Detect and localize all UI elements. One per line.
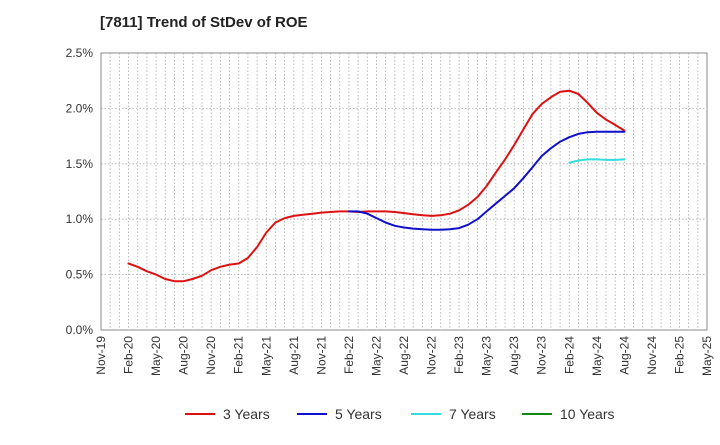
- x-tick-label: May-22: [369, 336, 383, 376]
- y-tick-label: 0.5%: [66, 268, 94, 282]
- legend-label: 3 Years: [223, 406, 270, 422]
- y-tick-label: 1.5%: [66, 157, 94, 171]
- x-tick-label: Nov-23: [535, 336, 549, 375]
- series-line-3-years: [127, 89, 626, 283]
- x-tick-label: Feb-25: [672, 336, 686, 374]
- x-tick-label: Feb-23: [452, 336, 466, 374]
- x-tick-label: Feb-22: [342, 336, 356, 374]
- x-tick-label: Feb-20: [122, 336, 136, 374]
- legend: 3 Years 5 Years 7 Years 10 Years: [185, 406, 615, 422]
- legend-label: 5 Years: [335, 406, 382, 422]
- legend-label: 10 Years: [560, 406, 615, 422]
- series-layer: [127, 89, 626, 283]
- x-tick-label: Nov-21: [314, 336, 328, 375]
- grid-layer: [100, 52, 708, 331]
- y-tick-label: 2.5%: [66, 46, 94, 60]
- series-line-7-years: [568, 158, 626, 164]
- x-tick-label: May-24: [590, 336, 604, 376]
- x-tick-label: Aug-21: [287, 336, 301, 375]
- x-tick-label: Nov-24: [645, 336, 659, 375]
- y-tick-label: 0.0%: [66, 323, 94, 337]
- x-tick-label: Nov-22: [425, 336, 439, 375]
- x-tick-label: May-21: [259, 336, 273, 376]
- x-tick-label: Aug-22: [397, 336, 411, 375]
- y-tick-label: 1.0%: [66, 212, 94, 226]
- legend-label: 7 Years: [449, 406, 496, 422]
- x-tick-label: Aug-20: [177, 336, 191, 375]
- x-tick-label: Nov-19: [94, 336, 108, 375]
- axis-layer: 0.0% 0.5% 1.0% 1.5% 2.0% 2.5% Nov-19 Feb-20 May-…: [66, 46, 714, 376]
- x-tick-label: Feb-21: [232, 336, 246, 374]
- series-line-5-years: [347, 130, 626, 231]
- x-tick-label: May-23: [480, 336, 494, 376]
- x-tick-label: Feb-24: [562, 336, 576, 374]
- x-tick-label: May-20: [149, 336, 163, 376]
- x-tick-label: Aug-23: [507, 336, 521, 375]
- y-tick-label: 2.0%: [66, 101, 94, 115]
- x-tick-label: Nov-20: [204, 336, 218, 375]
- chart-title: [7811] Trend of StDev of ROE: [100, 14, 308, 31]
- x-tick-label: May-25: [700, 336, 714, 376]
- x-tick-label: Aug-24: [617, 336, 631, 375]
